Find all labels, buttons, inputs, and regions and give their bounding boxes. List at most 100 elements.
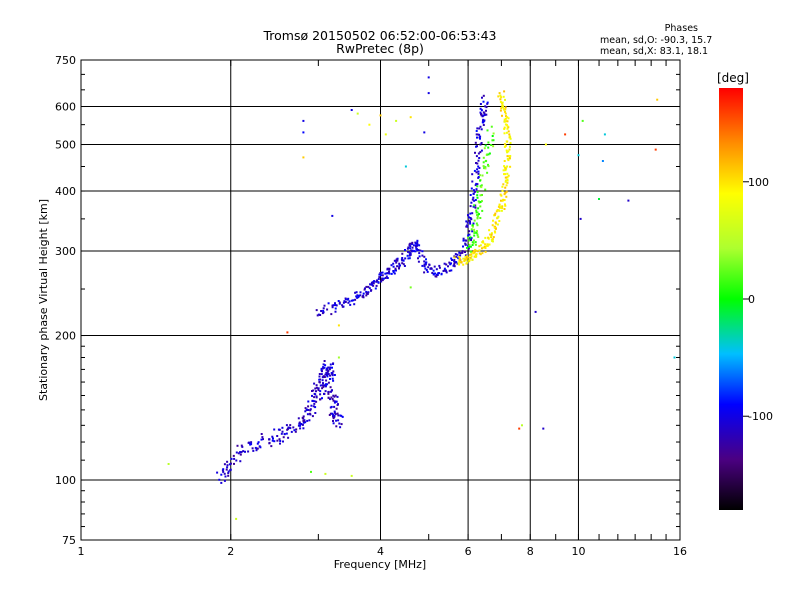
data-point — [601, 160, 604, 162]
data-point — [388, 268, 391, 271]
data-point — [380, 274, 382, 277]
data-point — [329, 412, 332, 415]
data-point — [312, 405, 315, 408]
data-point — [293, 429, 296, 432]
data-point — [500, 96, 503, 99]
data-point — [503, 118, 506, 121]
data-point — [322, 309, 325, 312]
data-point — [421, 264, 424, 267]
x-axis-label: Frequency [MHz] — [334, 558, 426, 571]
data-point — [235, 451, 238, 454]
data-point — [333, 405, 336, 408]
data-point — [453, 263, 456, 266]
data-point — [479, 194, 482, 197]
grid-lines — [81, 60, 680, 540]
data-point — [322, 375, 325, 378]
data-point — [310, 470, 312, 473]
data-point — [333, 411, 336, 414]
y-tick-label: 400 — [55, 185, 76, 198]
data-point — [324, 364, 327, 367]
data-point — [482, 246, 485, 249]
data-point — [453, 259, 456, 261]
data-point — [319, 393, 322, 396]
data-point — [476, 162, 479, 165]
data-point — [450, 269, 453, 272]
data-point — [308, 412, 311, 415]
data-point — [357, 296, 360, 298]
data-point — [503, 132, 506, 135]
data-point — [480, 149, 483, 152]
data-point — [334, 302, 336, 305]
data-point — [365, 285, 368, 288]
data-point — [248, 441, 251, 444]
data-point — [396, 259, 398, 262]
data-point — [453, 260, 456, 263]
data-point — [490, 238, 493, 241]
data-point — [508, 133, 511, 136]
data-point — [438, 272, 440, 275]
data-point — [505, 144, 507, 147]
data-point — [506, 120, 509, 123]
data-point — [223, 463, 226, 466]
data-point — [506, 181, 509, 184]
data-point — [380, 280, 383, 283]
data-point — [322, 385, 325, 388]
data-point — [477, 236, 480, 238]
colorbar-tick-label: -100 — [748, 410, 773, 423]
data-point — [359, 291, 362, 294]
data-point — [654, 148, 657, 151]
data-point — [481, 194, 483, 196]
data-point — [411, 241, 414, 244]
data-point — [350, 299, 353, 302]
data-point — [472, 225, 474, 228]
data-point — [336, 395, 339, 398]
data-point — [521, 424, 523, 427]
data-point — [487, 236, 490, 239]
data-point — [564, 133, 567, 136]
data-point — [480, 184, 483, 187]
data-point — [333, 401, 336, 404]
data-point — [464, 255, 467, 258]
data-point — [289, 424, 292, 427]
data-point — [347, 301, 350, 304]
data-point — [347, 297, 350, 300]
data-point — [482, 165, 485, 168]
data-point — [476, 183, 479, 186]
data-point — [384, 133, 387, 136]
data-point — [406, 254, 409, 257]
data-point — [331, 412, 334, 415]
data-point — [423, 265, 426, 268]
data-point — [289, 427, 292, 430]
data-point — [364, 287, 366, 290]
data-point — [484, 167, 487, 170]
data-point — [338, 302, 341, 305]
data-point — [455, 261, 458, 264]
data-point — [478, 249, 481, 252]
data-point — [504, 110, 506, 113]
data-point — [427, 76, 430, 79]
data-point — [395, 119, 398, 122]
data-point — [307, 405, 310, 408]
data-point — [450, 262, 452, 265]
data-point — [502, 104, 505, 107]
data-point — [377, 278, 380, 280]
data-point — [481, 96, 483, 99]
data-point — [407, 250, 409, 253]
data-point — [504, 117, 507, 120]
data-point — [340, 423, 343, 426]
data-point — [509, 145, 511, 148]
data-point — [392, 270, 395, 272]
data-point — [492, 236, 495, 239]
data-point — [363, 288, 366, 291]
data-point — [329, 363, 332, 366]
data-point — [229, 469, 232, 472]
data-point — [443, 262, 446, 265]
data-point — [479, 217, 482, 219]
data-point — [249, 442, 252, 445]
data-point — [427, 92, 430, 95]
data-point — [508, 148, 511, 151]
data-point — [506, 151, 509, 154]
data-point — [471, 251, 474, 254]
data-point — [268, 441, 271, 444]
data-point — [504, 167, 507, 170]
